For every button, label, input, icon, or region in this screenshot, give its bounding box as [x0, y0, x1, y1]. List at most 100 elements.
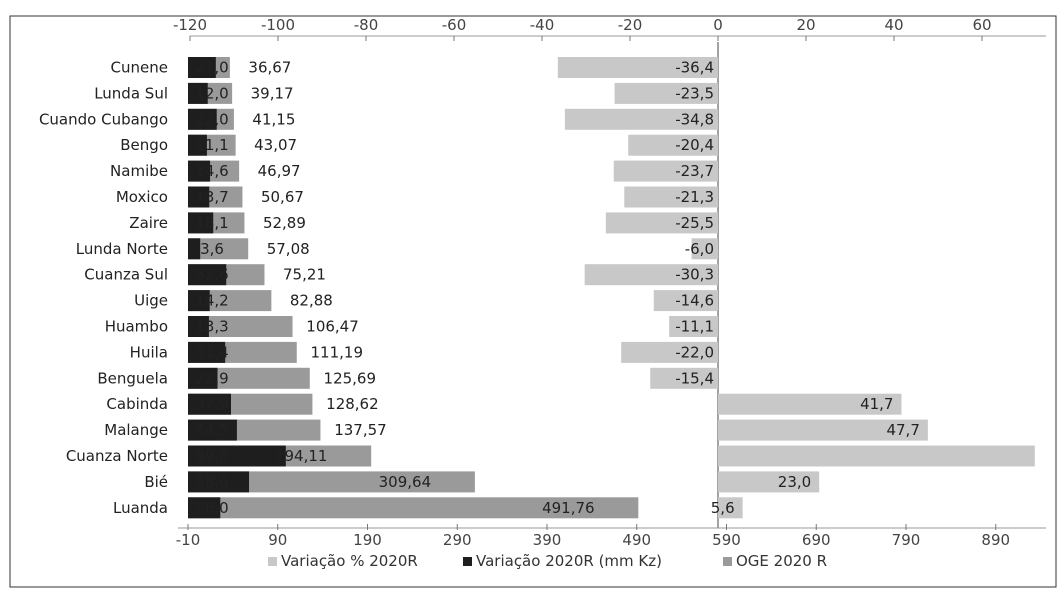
variacao-pct-bar	[718, 471, 820, 493]
variacao-2020r-label: 13,3	[195, 318, 228, 336]
category-label: Luanda	[113, 499, 168, 517]
bottom-axis-tick-label: -10	[176, 531, 201, 549]
top-axis: -120 -100 -80 -60 -40 -20 0 20 40 60	[173, 16, 1046, 41]
variacao-2020r-bar	[188, 367, 218, 389]
variacao-pct-label: 5,6	[711, 499, 735, 517]
category-label: Cabinda	[106, 395, 168, 413]
top-axis-tick-label: -20	[618, 16, 643, 34]
oge-2020r-label: 137,57	[334, 421, 387, 439]
oge-2020r-bar	[188, 367, 310, 389]
variacao-2020r-label: 12,0	[195, 84, 228, 102]
legend-swatch	[463, 557, 472, 566]
oge-2020r-label: 39,17	[251, 84, 294, 102]
variacao-pct-bar	[718, 497, 743, 519]
variacao-pct-label: 41,7	[860, 395, 893, 413]
oge-2020r-label: 491,76	[542, 499, 595, 517]
top-axis-tick-label: 40	[884, 16, 903, 34]
variacao-pct-bar	[621, 341, 718, 363]
variacao-2020r-bar	[188, 82, 208, 104]
variacao-pct-label: -14,6	[675, 292, 714, 310]
category-label: Namibe	[110, 162, 168, 180]
bars-layer: 21,0 36,67 -36,4 12,0 39,17 -23,5 22,0 41,15 -34…	[188, 42, 1035, 528]
variacao-pct-label: -25,5	[675, 214, 714, 232]
variacao-2020r-label: 26,0	[195, 499, 228, 517]
variacao-pct-label: -23,5	[675, 84, 714, 102]
oge-2020r-label: 106,47	[306, 318, 359, 336]
variacao-2020r-label: 37,9	[195, 395, 228, 413]
variacao-2020r-bar	[188, 393, 231, 415]
legend-entry: OGE 2020 R	[736, 552, 827, 570]
bottom-axis-tick-label: 90	[268, 531, 287, 549]
category-label: Zaire	[129, 214, 168, 232]
oge-2020r-label: 36,67	[248, 59, 291, 77]
variacao-pct-label: 47,7	[886, 421, 919, 439]
oge-2020r-label: 194,11	[275, 447, 328, 465]
variacao-pct-label: -23,7	[675, 162, 714, 180]
oge-2020r-label: 43,07	[254, 136, 297, 154]
variacao-2020r-bar	[188, 445, 286, 467]
variacao-pct-label: -30,3	[675, 266, 714, 284]
oge-2020r-bar	[188, 471, 475, 493]
variacao-pct-bar	[718, 393, 902, 415]
category-label: Bengo	[120, 136, 168, 154]
variacao-2020r-bar	[188, 290, 210, 312]
oge-2020r-label: 75,21	[283, 266, 326, 284]
category-label: Huila	[130, 343, 168, 361]
variacao-2020r-label: 22,0	[195, 110, 228, 128]
oge-2020r-label: 57,08	[267, 240, 310, 258]
category-label: Benguela	[97, 369, 168, 387]
bottom-axis: -10 90 190 290 390 490 590 690 790 890	[176, 524, 1046, 549]
variacao-pct-label: -20,4	[675, 136, 714, 154]
variacao-2020r-label: 99,0	[195, 447, 228, 465]
variacao-2020r-label: 32,6	[195, 266, 228, 284]
oge-2020r-bar	[188, 497, 639, 519]
category-label: Cuanza Norte	[66, 447, 168, 465]
bottom-axis-tick-label: 490	[622, 531, 651, 549]
variacao-2020r-label: 21,0	[195, 59, 228, 77]
top-axis-tick-label: 0	[713, 16, 723, 34]
category-label: Cuando Cubango	[39, 110, 168, 128]
category-label: Bié	[144, 473, 168, 491]
variacao-pct-label: -11,1	[675, 318, 714, 336]
variacao-pct-bar	[669, 316, 718, 337]
variacao-2020r-label: 13,7	[195, 188, 228, 206]
oge-2020r-label: 50,67	[261, 188, 304, 206]
variacao-2020r-bar	[188, 186, 210, 208]
variacao-2020r-bar	[188, 212, 214, 234]
category-label: Lunda Norte	[76, 240, 168, 258]
bottom-axis-tick-label: 390	[533, 531, 562, 549]
variacao-pct-label: -15,4	[675, 369, 714, 387]
chart-border	[9, 15, 1057, 588]
oge-2020r-bar	[188, 316, 293, 337]
variacao-pct-label: -34,8	[675, 110, 714, 128]
top-axis-tick-label: -40	[530, 16, 555, 34]
variacao-2020r-label: 3,6	[200, 240, 224, 258]
variacao-2020r-bar	[188, 57, 216, 78]
variacao-pct-bar	[718, 419, 928, 441]
category-label: Moxico	[116, 188, 168, 206]
variacao-pct-label: -6,0	[685, 240, 714, 258]
variacao-2020r-bar	[188, 497, 221, 519]
variacao-pct-bar	[614, 82, 718, 104]
variacao-pct-bar	[691, 238, 718, 260]
oge-2020r-label: 46,97	[258, 162, 301, 180]
variacao-2020r-label: 31,4	[195, 343, 228, 361]
oge-2020r-label: 128,62	[326, 395, 379, 413]
variacao-2020r-bar	[188, 471, 250, 493]
oge-2020r-label: 309,64	[379, 473, 432, 491]
oge-2020r-bar	[188, 238, 249, 260]
variacao-pct-label: -21,3	[675, 188, 714, 206]
category-label: Uige	[134, 292, 168, 310]
bottom-axis-tick-label: 890	[981, 531, 1010, 549]
variacao-pct-label: -22,0	[675, 343, 714, 361]
variacao-2020r-bar	[188, 134, 207, 156]
variacao-2020r-bar	[188, 160, 211, 182]
top-axis-tick-label: -120	[173, 16, 207, 34]
variacao-2020r-bar	[188, 316, 209, 337]
variacao-pct-bar	[557, 57, 718, 78]
category-label: Cunene	[111, 59, 168, 77]
variacao-pct-bar	[624, 186, 718, 208]
legend-entry: Variação % 2020R	[281, 552, 418, 570]
variacao-pct-bar	[650, 367, 718, 389]
